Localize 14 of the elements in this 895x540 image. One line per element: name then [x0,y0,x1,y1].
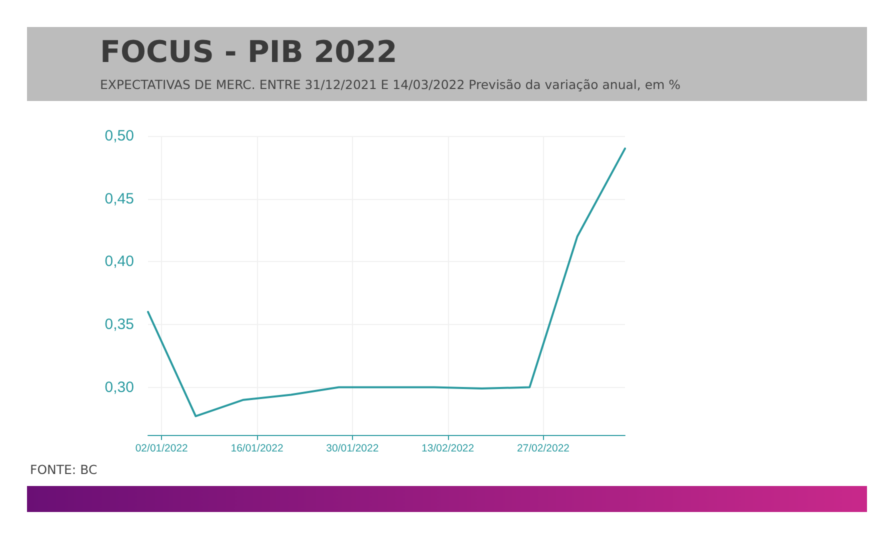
x-tick-label: 30/01/2022 [326,442,379,454]
y-tick-label: 0,45 [104,190,134,208]
chart-title: FOCUS - PIB 2022 [100,35,398,70]
y-tick-label: 0,50 [104,128,134,144]
chart-subtitle: EXPECTATIVAS DE MERC. ENTRE 31/12/2021 E 14/03/2022 Previsão da variação anual, em % [100,77,681,92]
x-tick-label: 02/01/2022 [135,442,188,454]
y-tick-label: 0,30 [104,378,134,396]
x-tick-label: 27/02/2022 [516,442,570,454]
x-tick-label: 13/02/2022 [422,442,474,454]
y-tick-label: 0,35 [104,316,134,333]
line-series [147,148,626,418]
source-note: FONTE: BC [30,462,98,477]
x-tick-label: 16/01/2022 [230,442,284,454]
y-tick-label: 0,40 [104,253,134,270]
